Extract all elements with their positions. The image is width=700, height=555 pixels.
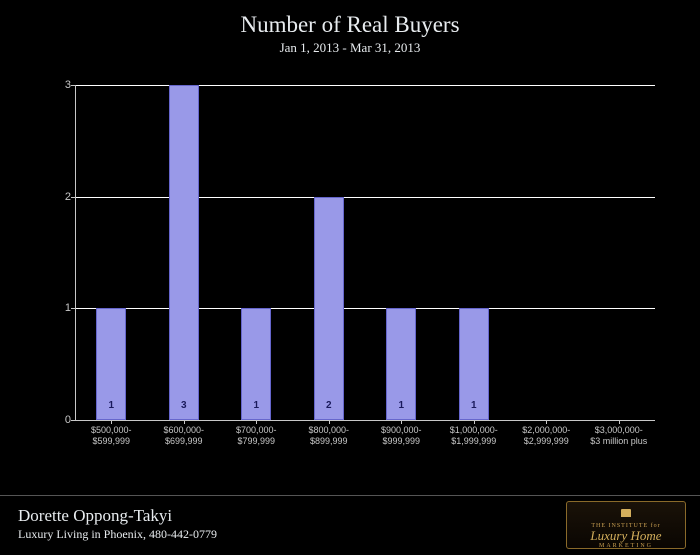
chart-header: Number of Real Buyers Jan 1, 2013 - Mar … [0, 0, 700, 64]
pillar-icon [621, 509, 631, 517]
y-tick-label: 0 [41, 414, 71, 426]
bar-value-label: 2 [315, 400, 343, 411]
x-tick-mark [329, 420, 330, 424]
y-axis [75, 85, 76, 420]
x-tick-label: $800,000-$899,999 [293, 425, 365, 447]
x-tick-label: $2,000,000-$2,999,999 [510, 425, 582, 447]
chart-title: Number of Real Buyers [0, 12, 700, 38]
x-tick-mark [184, 420, 185, 424]
bar: 1 [96, 308, 126, 420]
bar: 1 [459, 308, 489, 420]
x-tick-label: $600,000-$699,999 [148, 425, 220, 447]
bar: 1 [241, 308, 271, 420]
y-tick-label: 1 [41, 302, 71, 314]
institute-logo: THE INSTITUTE for Luxury Home MARKETING [566, 501, 686, 549]
x-tick-label: $900,000-$999,999 [365, 425, 437, 447]
x-tick-mark [619, 420, 620, 424]
bar-value-label: 1 [387, 400, 415, 411]
x-tick-label: $700,000-$799,999 [220, 425, 292, 447]
x-tick-mark [546, 420, 547, 424]
bar-value-label: 3 [170, 400, 198, 411]
y-tick-label: 2 [41, 191, 71, 203]
x-axis [75, 420, 655, 421]
bar-value-label: 1 [242, 400, 270, 411]
y-tick-label: 3 [41, 79, 71, 91]
bar-chart: 0 1 2 3 1 $500,000-$599,999 3 $600,000-$699,999… [35, 75, 665, 475]
logo-bottom-text: MARKETING [567, 543, 685, 549]
chart-subtitle: Jan 1, 2013 - Mar 31, 2013 [0, 40, 700, 56]
logo-main-text: Luxury Home [567, 530, 685, 542]
gridline [75, 308, 655, 309]
x-tick-mark [256, 420, 257, 424]
bar-value-label: 1 [460, 400, 488, 411]
x-tick-label: $1,000,000-$1,999,999 [438, 425, 510, 447]
footer: Dorette Oppong-Takyi Luxury Living in Ph… [0, 495, 700, 555]
bar: 1 [386, 308, 416, 420]
bar: 3 [169, 85, 199, 420]
x-tick-label: $3,000,000-$3 million plus [583, 425, 655, 447]
x-tick-mark [111, 420, 112, 424]
bar-value-label: 1 [97, 400, 125, 411]
x-tick-mark [401, 420, 402, 424]
x-tick-mark [474, 420, 475, 424]
gridline [75, 197, 655, 198]
gridline [75, 85, 655, 86]
x-tick-label: $500,000-$599,999 [75, 425, 147, 447]
bar: 2 [314, 197, 344, 420]
